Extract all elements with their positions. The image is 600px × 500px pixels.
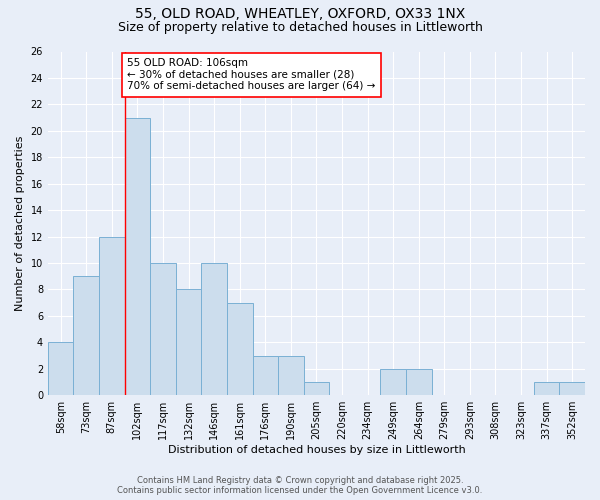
Bar — [380, 369, 406, 395]
Text: Size of property relative to detached houses in Littleworth: Size of property relative to detached ho… — [118, 21, 482, 34]
Y-axis label: Number of detached properties: Number of detached properties — [15, 136, 25, 311]
Bar — [73, 276, 99, 395]
Bar — [227, 302, 253, 395]
Text: 55, OLD ROAD, WHEATLEY, OXFORD, OX33 1NX: 55, OLD ROAD, WHEATLEY, OXFORD, OX33 1NX — [135, 8, 465, 22]
Bar — [253, 356, 278, 395]
Bar — [125, 118, 150, 395]
Bar — [150, 263, 176, 395]
Bar — [202, 263, 227, 395]
Text: 55 OLD ROAD: 106sqm
← 30% of detached houses are smaller (28)
70% of semi-detach: 55 OLD ROAD: 106sqm ← 30% of detached ho… — [127, 58, 376, 92]
Bar — [304, 382, 329, 395]
Bar — [278, 356, 304, 395]
Bar — [534, 382, 559, 395]
X-axis label: Distribution of detached houses by size in Littleworth: Distribution of detached houses by size … — [167, 445, 466, 455]
Text: Contains HM Land Registry data © Crown copyright and database right 2025.
Contai: Contains HM Land Registry data © Crown c… — [118, 476, 482, 495]
Bar — [48, 342, 73, 395]
Bar — [99, 236, 125, 395]
Bar — [559, 382, 585, 395]
Bar — [406, 369, 431, 395]
Bar — [176, 290, 202, 395]
